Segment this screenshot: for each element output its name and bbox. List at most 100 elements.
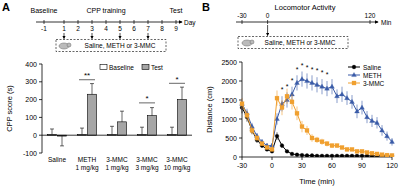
significance: * xyxy=(296,66,299,73)
legend-swatch xyxy=(100,65,107,70)
series-line xyxy=(242,96,392,155)
data-point xyxy=(320,140,324,144)
x-tick-label-line: 3-MMC xyxy=(106,156,128,163)
error-bar xyxy=(172,127,173,134)
data-point xyxy=(250,128,254,132)
data-point xyxy=(320,154,324,157)
panel-label: B xyxy=(202,1,210,13)
day-label: 7 xyxy=(146,25,150,32)
y-tick-label: 300 xyxy=(25,78,37,85)
y-axis xyxy=(42,64,43,153)
data-point xyxy=(375,152,379,156)
error-cap xyxy=(140,127,144,128)
error-cap xyxy=(50,128,54,129)
time-label: -30 xyxy=(237,12,247,19)
data-point xyxy=(285,94,289,98)
data-point xyxy=(345,154,349,157)
injection-arrow xyxy=(64,33,65,39)
treatment-box xyxy=(238,37,348,49)
time-tick xyxy=(370,20,371,24)
data-point xyxy=(370,118,375,122)
data-point xyxy=(300,77,305,81)
timeline xyxy=(36,22,182,23)
y-tick-label: 400 xyxy=(25,61,37,68)
data-point xyxy=(290,152,294,156)
error-bar xyxy=(62,136,63,146)
lines xyxy=(240,72,395,158)
data-point xyxy=(325,142,329,146)
error-cap xyxy=(170,127,174,128)
y-tick xyxy=(239,157,242,158)
x-tick xyxy=(242,157,243,160)
mouse-icon xyxy=(67,43,71,47)
data-point xyxy=(310,80,315,84)
x-tick-label: 60 xyxy=(328,162,336,169)
legend-marker xyxy=(352,72,357,76)
data-point xyxy=(260,142,264,146)
error-cap xyxy=(60,145,64,146)
day-label: 1 xyxy=(62,25,66,32)
data-point xyxy=(305,128,309,132)
error-bar xyxy=(152,108,153,116)
x-tick-label-line: 3 mg/kg xyxy=(135,164,159,172)
x-tick-label-line: 1 mg/kg xyxy=(105,164,129,172)
data-point xyxy=(390,153,394,157)
data-point xyxy=(335,154,339,157)
data-point xyxy=(360,154,364,157)
x-tick xyxy=(392,157,393,160)
data-point xyxy=(240,101,245,105)
data-point xyxy=(335,144,339,148)
y-tick xyxy=(39,64,42,65)
x-tick-label: 3-MMC10 mg/kg xyxy=(164,156,191,172)
data-point xyxy=(245,113,249,117)
data-point xyxy=(295,80,300,84)
day-tick xyxy=(120,20,121,24)
data-point xyxy=(385,153,389,157)
error-bar xyxy=(112,126,113,134)
significance: * xyxy=(145,94,148,103)
data-point xyxy=(340,154,344,157)
error-cap xyxy=(180,87,184,88)
significance: * xyxy=(326,71,329,78)
y-tick xyxy=(39,135,42,136)
data-point xyxy=(310,136,314,140)
y-tick-label: 0 xyxy=(233,154,237,161)
significance: * xyxy=(311,66,314,73)
y-tick xyxy=(39,81,42,82)
day-label: 6 xyxy=(132,25,136,32)
x-tick-label-line: Saline xyxy=(48,156,66,163)
x-tick xyxy=(332,157,333,160)
significance: * xyxy=(281,86,284,93)
data-point xyxy=(275,96,279,100)
legend-label: Baseline xyxy=(109,64,134,71)
injection-arrow xyxy=(267,25,268,36)
x-tick xyxy=(362,157,363,160)
day-tick xyxy=(78,20,79,24)
injection-arrow xyxy=(120,33,121,39)
legend-marker xyxy=(352,81,356,85)
y-tick xyxy=(239,81,242,82)
x-tick-label: Saline xyxy=(48,156,66,163)
time-label: 120 xyxy=(365,12,376,19)
data-point xyxy=(325,154,329,157)
day-tick xyxy=(162,20,163,24)
data-point xyxy=(315,154,319,157)
data-point xyxy=(365,150,369,154)
day-tick xyxy=(44,20,45,24)
data-point xyxy=(240,102,244,106)
y-tick xyxy=(239,62,242,63)
data-point xyxy=(360,105,365,109)
data-point xyxy=(300,125,304,129)
data-point xyxy=(315,82,320,86)
day-tick xyxy=(148,20,149,24)
legend-label: METH xyxy=(363,72,382,79)
data-point xyxy=(340,146,344,150)
y-tick xyxy=(239,100,242,101)
phase-label: Test xyxy=(170,7,183,14)
data-point xyxy=(295,111,299,115)
panel-label: A xyxy=(2,1,10,13)
day-tick xyxy=(92,20,93,24)
y-tick-label: 1500 xyxy=(221,97,237,104)
time-tick xyxy=(242,20,243,24)
day-label: 2 xyxy=(76,25,80,32)
